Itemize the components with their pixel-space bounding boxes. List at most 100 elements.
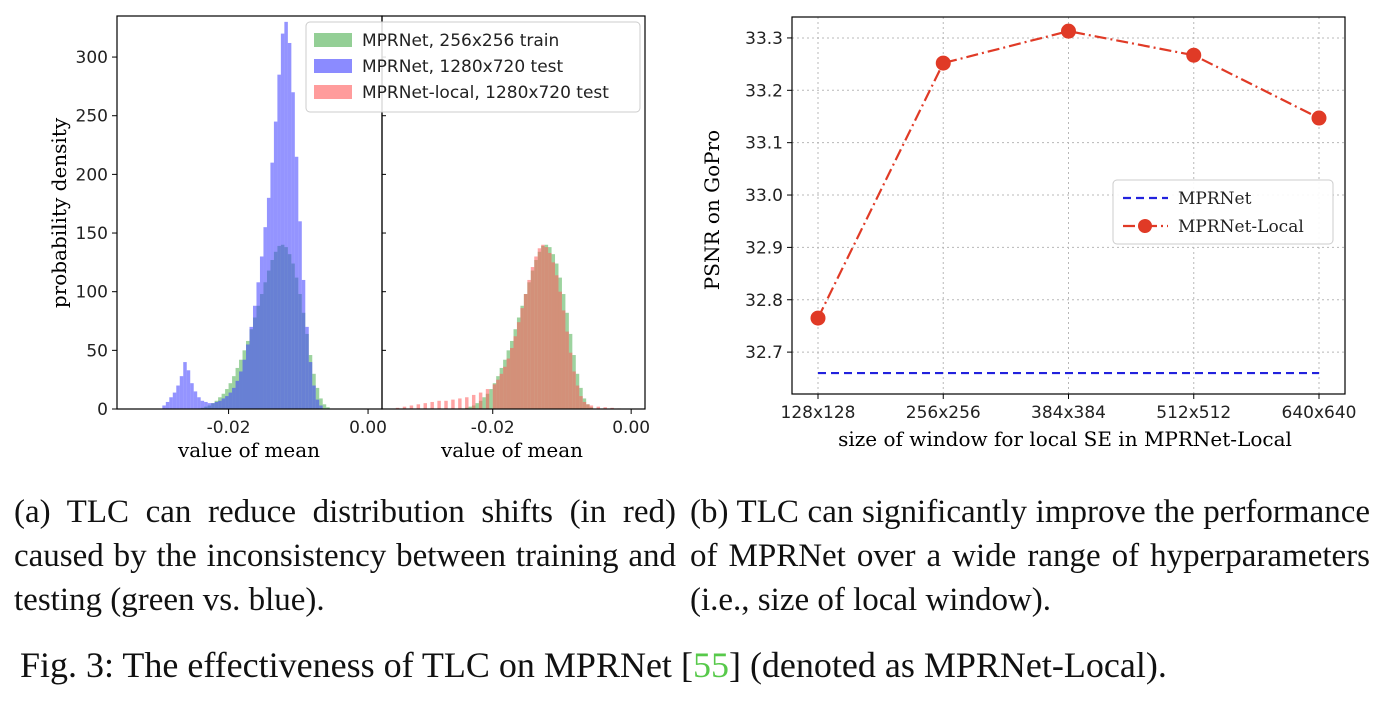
histogram-bar <box>596 406 601 409</box>
histogram-bar <box>291 92 295 410</box>
histogram-bar <box>218 400 222 409</box>
legend-label: MPRNet-Local <box>1178 217 1304 237</box>
histogram-bar <box>534 256 538 409</box>
y-tick-label: 0 <box>97 400 108 420</box>
histogram-bar <box>471 394 476 409</box>
subcaption-b: (b) TLC can significantly improve the pe… <box>690 494 1370 618</box>
y-tick-label: 200 <box>76 165 108 185</box>
histogram-bar <box>312 385 316 409</box>
histogram-bar <box>541 244 545 409</box>
histogram-bar <box>252 305 257 409</box>
x-tick-label: -0.02 <box>471 418 515 438</box>
histogram-bar <box>228 392 233 409</box>
histogram-bar <box>246 344 250 409</box>
legend-swatch <box>314 59 352 73</box>
legend-label: MPRNet, 256x256 train <box>362 31 559 51</box>
y-tick-label: 150 <box>76 224 108 244</box>
histogram-bar <box>242 359 247 409</box>
data-point <box>935 55 951 71</box>
histogram-bar <box>204 401 208 409</box>
x-tick-label: 0.00 <box>612 418 650 438</box>
histogram-y-axis-label: probability density <box>47 117 71 308</box>
histogram-bar <box>207 403 212 409</box>
histogram-bar <box>475 403 479 409</box>
histogram-bar <box>458 398 462 409</box>
histogram-middle-x-axis-label: value of mean <box>440 438 583 462</box>
histogram-bar <box>193 391 198 409</box>
histogram-figure: -0.02 0.00 0 50 100 150 200 250 300 -0.02 0.00 MP… <box>47 15 650 462</box>
histogram-bar <box>319 398 323 409</box>
histogram-bar <box>409 405 414 409</box>
histogram-panel-left: -0.02 0.00 0 50 100 150 200 250 300 <box>76 15 387 438</box>
histogram-bar <box>259 256 264 409</box>
histogram-bar <box>568 352 573 409</box>
histogram-bar <box>277 74 281 410</box>
histogram-bar <box>423 403 427 409</box>
histogram-bar <box>468 406 472 409</box>
figure-caption-prefix: Fig. 3: The effectiveness of TLC on MPRN… <box>20 645 681 685</box>
histogram-bar <box>315 399 320 409</box>
histogram-bar <box>273 121 278 409</box>
histogram-bar <box>489 389 493 409</box>
citation-link[interactable]: 55 <box>692 645 729 685</box>
histogram-bar <box>523 294 528 409</box>
histogram-bar <box>200 400 205 409</box>
histogram-bar <box>520 308 524 409</box>
legend-box <box>305 21 641 113</box>
histogram-bar <box>284 21 288 410</box>
histogram-bar <box>186 370 191 409</box>
series-line-mprnet-local <box>817 30 1320 319</box>
histogram-bar <box>485 389 490 409</box>
x-tick-label: 512x512 <box>1156 403 1231 423</box>
y-tick-label: 300 <box>76 48 108 68</box>
psnr-line-chart: 32.7 32.8 32.9 33.0 33.1 33.2 33.3 128x128 256x2… <box>700 16 1356 451</box>
histogram-bar <box>197 397 201 409</box>
histogram-bar <box>280 33 285 409</box>
data-point <box>810 310 826 326</box>
y-tick-label: 100 <box>76 283 108 303</box>
y-tick-label: 250 <box>76 107 108 127</box>
histogram-bar <box>225 396 229 409</box>
legend-label: MPRNet, 1280x720 test <box>362 57 564 77</box>
histogram-bar <box>579 396 583 409</box>
histogram-bar <box>315 387 320 409</box>
histogram-bar <box>527 279 531 409</box>
histogram-bar <box>165 401 170 409</box>
histogram-bar <box>256 282 260 409</box>
y-tick-label: 32.7 <box>745 343 783 363</box>
histogram-bar <box>308 362 313 409</box>
histogram-bar <box>513 336 517 409</box>
y-tick-label: 32.9 <box>745 238 783 258</box>
histogram-bar <box>478 392 483 409</box>
histogram-bar <box>235 380 240 409</box>
histogram-bar <box>544 247 549 409</box>
x-tick-label: 0.00 <box>349 418 387 438</box>
histogram-panel-middle: -0.02 0.00 <box>381 15 650 438</box>
line-chart-axes: 32.7 32.8 32.9 33.0 33.1 33.2 33.3 128x128 256x2… <box>745 16 1356 423</box>
y-tick-label: 33.2 <box>745 81 783 101</box>
histogram-bar <box>561 310 566 409</box>
histogram-bar <box>499 373 504 409</box>
histogram-legend: MPRNet, 256x256 train MPRNet, 1280x720 te… <box>305 21 641 113</box>
line-chart-legend: MPRNet MPRNet-Local <box>1112 179 1334 245</box>
histogram-bar <box>221 398 226 409</box>
x-tick-label: -0.02 <box>207 418 251 438</box>
histogram-bar <box>322 404 327 409</box>
histogram-bar <box>305 326 309 409</box>
histogram-bar <box>558 291 562 409</box>
x-tick-label: 384x384 <box>1031 403 1106 423</box>
histogram-bar <box>172 392 177 409</box>
y-tick-label: 33.1 <box>745 134 783 154</box>
histogram-bar <box>530 267 535 409</box>
legend-label: MPRNet-local, 1280x720 test <box>362 83 609 103</box>
histogram-bar <box>492 384 497 409</box>
legend-swatch <box>314 85 352 99</box>
histogram-bar <box>162 405 166 409</box>
histogram-bar <box>551 262 556 409</box>
histogram-bar <box>437 400 441 409</box>
histogram-bar <box>572 371 576 409</box>
histogram-bar <box>510 347 514 409</box>
legend-marker <box>1138 219 1152 233</box>
y-tick-label: 33.0 <box>745 186 783 206</box>
histogram-frame <box>381 15 646 410</box>
